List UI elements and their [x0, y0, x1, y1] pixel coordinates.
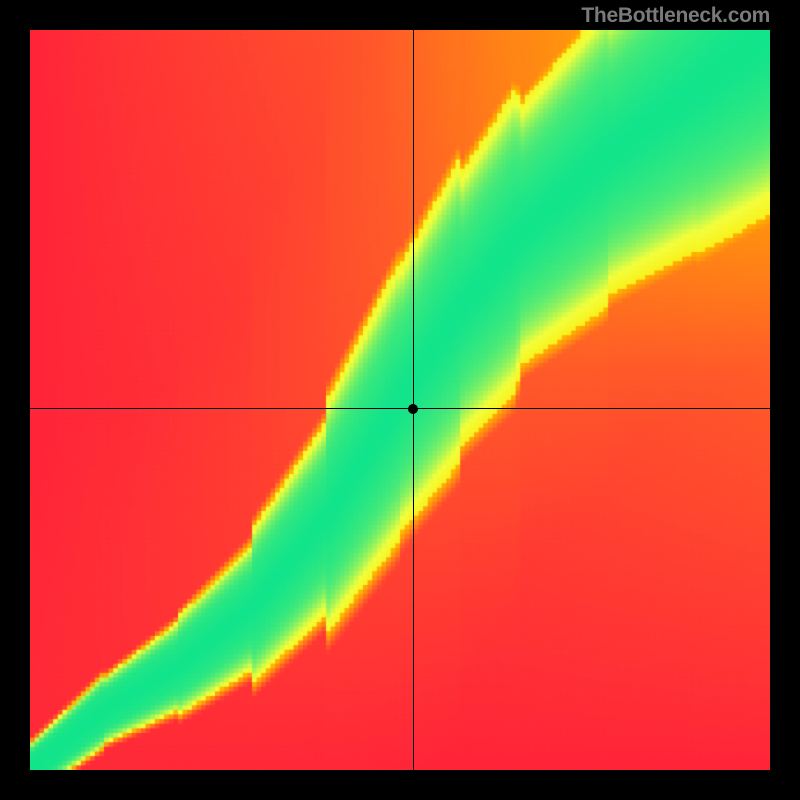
chart-stage: TheBottleneck.com [0, 0, 800, 800]
crosshair-vertical [413, 30, 414, 770]
watermark-text: TheBottleneck.com [581, 4, 770, 28]
crosshair-horizontal [30, 408, 770, 409]
bottleneck-heatmap-canvas [30, 30, 770, 770]
